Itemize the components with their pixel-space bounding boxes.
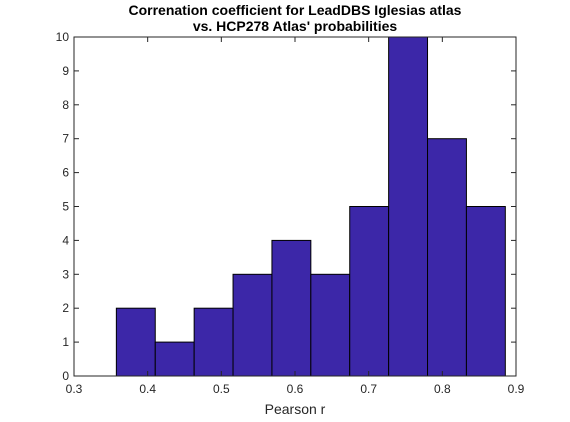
chart-title: Correnation coefficient for LeadDBS Igle… bbox=[129, 2, 462, 18]
x-tick-label: 0.5 bbox=[213, 382, 230, 396]
histogram-bar bbox=[465, 206, 506, 377]
y-axis-ticks: 0 1 2 3 4 5 6 7 8 9 10 bbox=[56, 30, 516, 383]
histogram-bar bbox=[154, 341, 195, 377]
x-tick-label: 0.3 bbox=[66, 382, 83, 396]
x-axis-label: Pearson r bbox=[265, 401, 326, 417]
x-tick-label: 0.7 bbox=[360, 382, 377, 396]
y-tick-label: 3 bbox=[62, 267, 69, 281]
histogram-bar bbox=[427, 138, 467, 377]
histogram-bar bbox=[271, 239, 312, 377]
histogram-bar bbox=[349, 206, 390, 377]
histogram-bar bbox=[388, 36, 429, 377]
histogram-bars bbox=[115, 36, 506, 377]
histogram-bar bbox=[232, 273, 273, 377]
x-tick-label: 0.9 bbox=[508, 382, 525, 396]
x-axis-ticks: 0.3 0.4 0.5 0.6 0.7 0.8 0.9 bbox=[66, 37, 525, 396]
histogram-bar bbox=[115, 307, 156, 377]
y-tick-label: 2 bbox=[62, 301, 69, 315]
y-tick-label: 1 bbox=[62, 335, 69, 349]
y-tick-label: 6 bbox=[62, 166, 69, 180]
y-tick-label: 9 bbox=[62, 64, 69, 78]
y-tick-label: 5 bbox=[62, 200, 69, 214]
x-tick-label: 0.8 bbox=[434, 382, 451, 396]
y-tick-label: 7 bbox=[62, 132, 69, 146]
chart-subtitle: vs. HCP278 Atlas' probabilities bbox=[193, 18, 398, 34]
y-tick-label: 0 bbox=[62, 369, 69, 383]
x-tick-label: 0.6 bbox=[287, 382, 304, 396]
y-tick-label: 10 bbox=[56, 30, 70, 44]
histogram-bar bbox=[193, 307, 234, 377]
y-tick-label: 8 bbox=[62, 98, 69, 112]
y-tick-label: 4 bbox=[62, 233, 69, 247]
x-tick-label: 0.4 bbox=[139, 382, 156, 396]
histogram-bar bbox=[310, 273, 351, 377]
